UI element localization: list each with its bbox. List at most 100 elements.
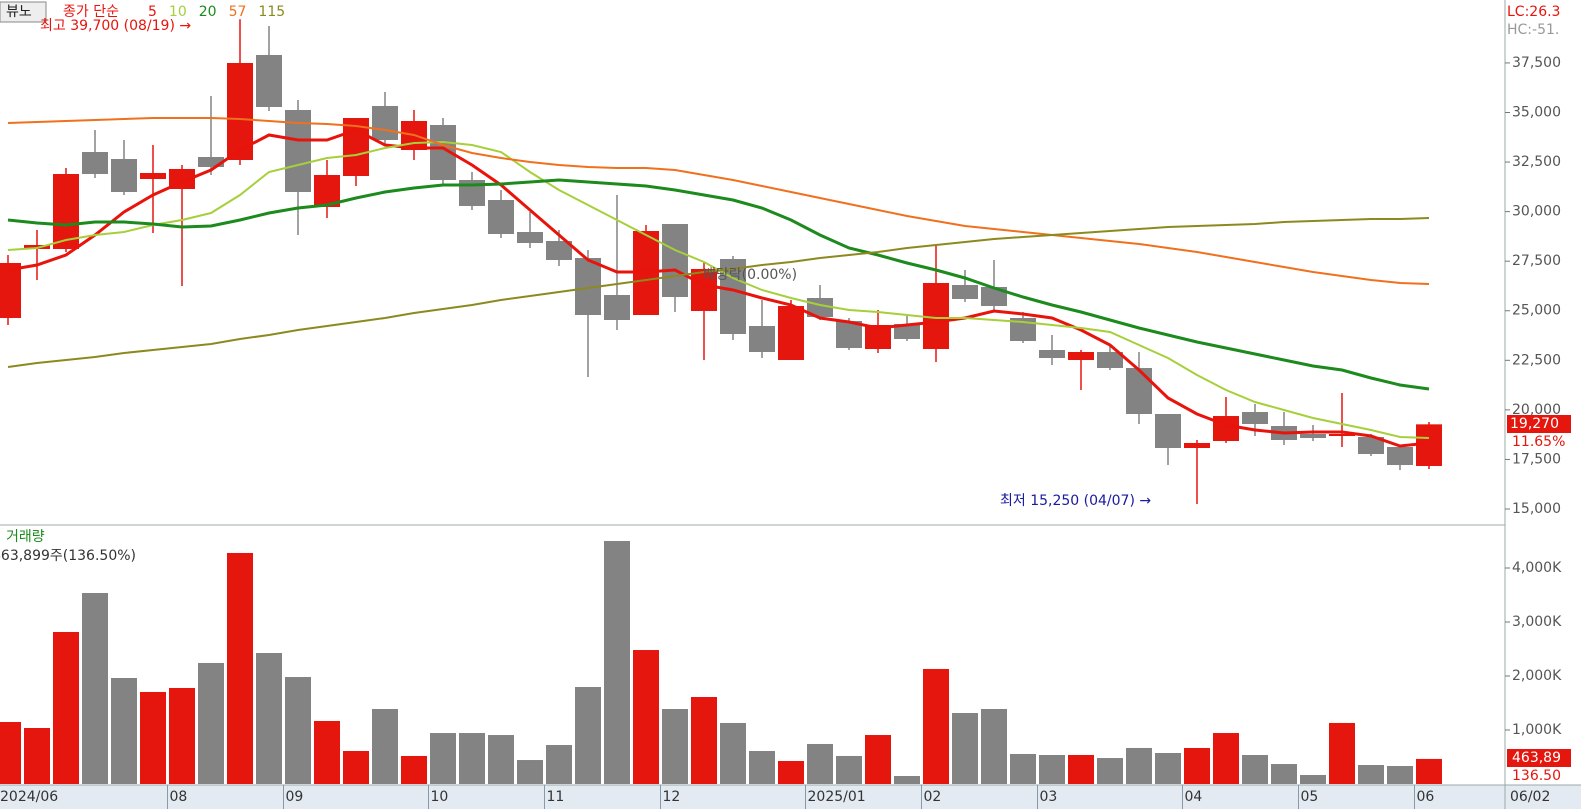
candle-body [1387, 447, 1413, 466]
volume-bar [1097, 758, 1123, 784]
volume-bar [517, 760, 543, 784]
candle-body [546, 240, 572, 260]
candle-body [1329, 434, 1355, 437]
volume-tick-label: 1,000K [1512, 722, 1562, 738]
volume-bar [430, 733, 456, 784]
volume-bar [256, 652, 282, 784]
candle-body [952, 284, 978, 300]
x-tick-label: 11 [547, 789, 565, 805]
candle-body [1213, 416, 1239, 441]
volume-bar [1358, 764, 1384, 784]
candle-body [0, 263, 21, 319]
candle-body [1068, 352, 1094, 360]
last-date: 06/02 [1510, 789, 1550, 805]
volume-bar [372, 708, 398, 784]
volume-bar [981, 708, 1007, 784]
x-tick-label: 10 [431, 789, 449, 805]
y-tick-label: 37,500 [1512, 55, 1561, 71]
volume-bar [459, 733, 485, 784]
hc-label: HC:-51. [1507, 22, 1559, 38]
stock-name: 뷰노 [6, 4, 32, 20]
volume-bar [82, 592, 108, 784]
x-tick-label: 09 [286, 789, 304, 805]
x-tick-label: 2024/06 [0, 789, 58, 805]
candle-body [691, 268, 717, 312]
legend-entry: 57 [229, 4, 247, 20]
name-box [0, 1, 47, 23]
candle-body [778, 306, 804, 360]
x-tick-label: 06 [1417, 789, 1435, 805]
volume-bar [1068, 755, 1094, 784]
volume-bar [1184, 747, 1210, 784]
last-volume-ratio: 136.50 [1512, 768, 1561, 784]
x-tick-label: 2025/01 [808, 789, 866, 805]
event-annotation: 배당락(0.00%) [703, 267, 797, 283]
candle-body [111, 159, 137, 193]
candle-body [198, 156, 224, 168]
volume-bar [169, 687, 195, 784]
candle-body [981, 286, 1007, 307]
volume-bar [1155, 753, 1181, 784]
candle-body [1039, 350, 1065, 359]
volume-tick-label: 2,000K [1512, 668, 1562, 684]
volume-bar [1300, 774, 1326, 784]
volume-bar [111, 677, 137, 784]
x-tick-label: 08 [170, 789, 188, 805]
volume-bar [285, 677, 311, 784]
candle-body [1358, 436, 1384, 455]
volume-bar [53, 631, 79, 784]
last-volume-box [1507, 749, 1571, 767]
volume-bar [198, 662, 224, 784]
y-tick-label: 32,500 [1512, 154, 1561, 170]
last-volume: 463,89 [1512, 750, 1561, 766]
volume-bar [140, 691, 166, 784]
candle-body [517, 231, 543, 244]
volume-bar [343, 751, 369, 784]
candle-body [923, 283, 949, 350]
volume-bar [1271, 764, 1297, 784]
volume-bar [720, 722, 746, 784]
candle-body [1184, 443, 1210, 448]
candle-body [1155, 413, 1181, 448]
lc-label: LC:26.3 [1507, 4, 1560, 20]
volume-bar [1039, 755, 1065, 784]
volume-bar [1126, 747, 1152, 784]
x-tick-label: 04 [1185, 789, 1203, 805]
candle-body [749, 326, 775, 353]
candle-body [256, 54, 282, 107]
candle-body [836, 320, 862, 348]
volume-bar [1329, 722, 1355, 784]
volume-bar [1242, 755, 1268, 784]
x-axis-strip [0, 785, 1581, 809]
volume-bar [923, 668, 949, 784]
volume-bar [0, 722, 21, 784]
volume-bar [894, 776, 920, 784]
y-tick-label: 27,500 [1512, 253, 1561, 269]
volume-bar [865, 735, 891, 784]
volume-bar [604, 540, 630, 784]
volume-bar [836, 755, 862, 784]
candle-body [662, 223, 688, 298]
volume-bar [807, 743, 833, 784]
y-tick-label: 22,500 [1512, 352, 1561, 368]
legend-entry: 115 [258, 4, 285, 20]
volume-bar [227, 552, 253, 784]
volume-bar [778, 760, 804, 784]
low-annotation: 최저 15,250 (04/07) → [1000, 493, 1151, 509]
x-tick-label: 12 [663, 789, 681, 805]
volume-bar [24, 727, 50, 784]
volume-bar [1010, 753, 1036, 784]
volume-bar [691, 697, 717, 784]
y-tick-label: 30,000 [1512, 204, 1561, 220]
moving-average [7, 117, 1430, 286]
volume-bar [314, 720, 340, 784]
moving-average [7, 178, 1430, 391]
volume-bar [401, 755, 427, 784]
moving-average [7, 141, 1430, 440]
candle-body [53, 174, 79, 250]
volume-bar [488, 735, 514, 784]
candle-body [488, 200, 514, 235]
high-annotation: 최고 39,700 (08/19) → [40, 18, 191, 34]
y-tick-label: 35,000 [1512, 104, 1561, 120]
